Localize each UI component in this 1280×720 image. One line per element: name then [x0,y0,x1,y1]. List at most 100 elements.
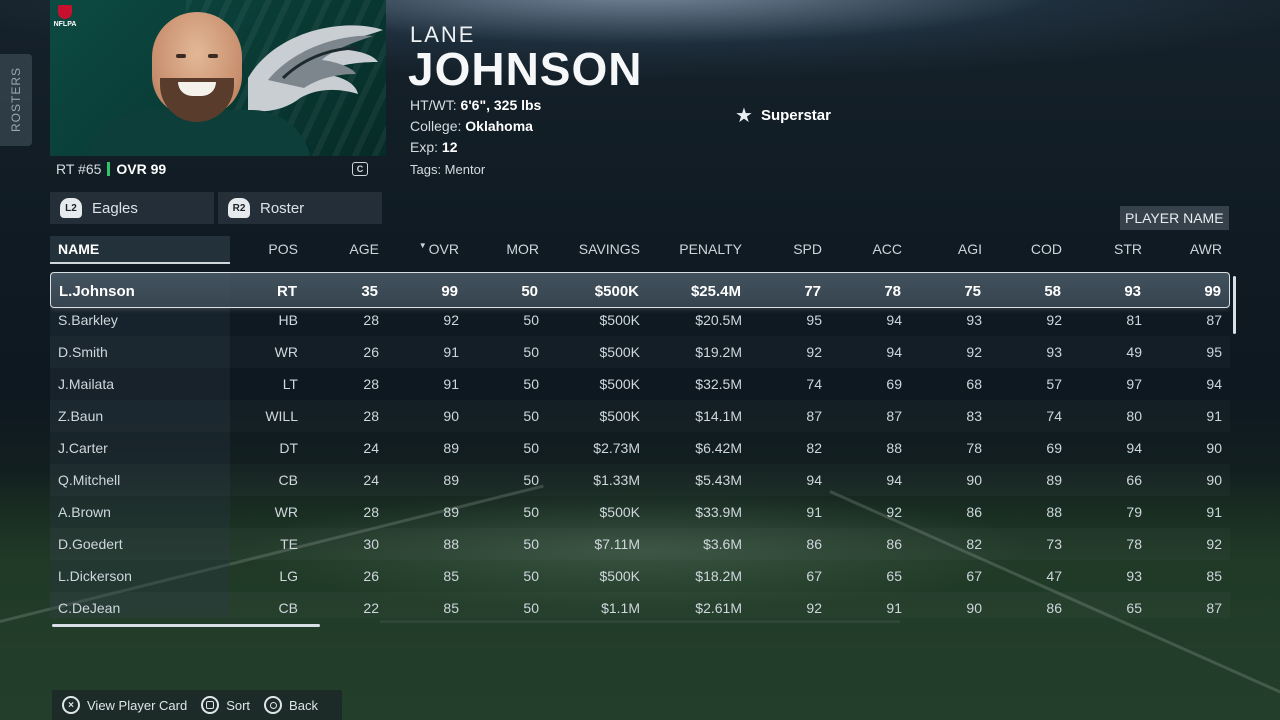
column-header-ovr[interactable]: ▼ OVR [418,241,459,257]
cell-awr: 87 [1206,600,1222,616]
column-header-cod[interactable]: COD [1030,241,1062,257]
table-row[interactable]: A.Brown WR 28 89 50 $500K $33.9M 91 92 86 88 79 91 [50,496,1230,528]
cell-str: 49 [1126,344,1142,360]
cell-mor: 50 [523,504,539,520]
cell-agi: 93 [966,312,982,328]
column-header-acc[interactable]: ACC [872,241,902,257]
cell-awr: 91 [1206,504,1222,520]
roster-table-body: L.Johnson RT 35 99 50 $500K $25.4M 77 78 75 58 93 99… [50,272,1230,618]
column-header-pos[interactable]: POS [268,241,298,257]
cell-age: 30 [363,536,379,552]
cell-awr: 95 [1206,344,1222,360]
cell-str: 81 [1126,312,1142,328]
table-row[interactable]: D.Goedert TE 30 88 50 $7.11M $3.6M 86 86 82 73 78 92 [50,528,1230,560]
rosters-side-tab[interactable]: ROSTERS [0,54,32,146]
cell-agi: 82 [966,536,982,552]
table-row[interactable]: J.Carter DT 24 89 50 $2.73M $6.42M 82 88 78 69 94 90 [50,432,1230,464]
sort-descending-icon: ▼ [418,241,427,250]
cell-str: 80 [1126,408,1142,424]
hint-sort[interactable]: Sort [201,696,250,714]
cell-savings: $500K [599,504,640,520]
captain-icon: C [352,162,368,176]
column-header-name[interactable]: NAME [50,236,230,264]
table-row-selected[interactable]: L.Johnson RT 35 99 50 $500K $25.4M 77 78 75 58 93 99 [50,272,1230,308]
table-row[interactable]: C.DeJean CB 22 85 50 $1.1M $2.61M 92 91 90 86 65 87 [50,592,1230,618]
hint-back[interactable]: Back [264,696,318,714]
column-header-age[interactable]: AGE [349,241,379,257]
column-header-savings[interactable]: SAVINGS [578,241,640,257]
cell-cod: 93 [1046,344,1062,360]
cell-acc: 69 [886,376,902,392]
cell-name: C.DeJean [58,600,121,616]
team-selector[interactable]: L2 Eagles [50,192,214,224]
cell-acc: 92 [886,504,902,520]
cell-spd: 77 [804,283,821,300]
cell-name: Z.Baun [58,408,104,424]
cell-cod: 88 [1046,504,1062,520]
cell-ovr: 99 [441,283,458,300]
cell-name: D.Goedert [58,536,123,552]
square-button-icon [201,696,220,714]
cell-savings: $1.1M [601,600,640,616]
vertical-scrollbar[interactable] [1233,276,1236,334]
overall-rating: OVR 99 [116,161,167,177]
cell-spd: 95 [806,312,822,328]
cell-acc: 91 [886,600,902,616]
cell-age: 24 [363,472,379,488]
player-last-name: JOHNSON [408,43,643,95]
column-header-str[interactable]: STR [1114,241,1142,257]
cell-savings: $2.73M [593,440,640,456]
table-row[interactable]: S.Barkley HB 28 92 50 $500K $20.5M 95 94 93 92 81 87 [50,304,1230,336]
cell-agi: 90 [966,472,982,488]
search-mode-chip[interactable]: PLAYER NAME [1120,206,1229,230]
cell-str: 93 [1124,283,1141,300]
cell-str: 79 [1126,504,1142,520]
cell-cod: 74 [1046,408,1062,424]
cell-agi: 92 [966,344,982,360]
cell-ovr: 85 [443,568,459,584]
hint-view-player-card[interactable]: × View Player Card [62,696,187,714]
column-header-agi[interactable]: AGI [957,241,982,257]
cell-age: 28 [363,504,379,520]
table-row[interactable]: Q.Mitchell CB 24 89 50 $1.33M $5.43M 94 94 90 89 66… [50,464,1230,496]
cell-pos: CB [278,472,298,488]
table-row[interactable]: Z.Baun WILL 28 90 50 $500K $14.1M 87 87 83 74 80 91 [50,400,1230,432]
cell-acc: 88 [886,440,902,456]
nflpa-logo: NFLPA [54,5,76,35]
team-selector-label: Eagles [92,199,138,217]
table-row[interactable]: L.Dickerson LG 26 85 50 $500K $18.2M 67 65 67 47 93… [50,560,1230,592]
cell-penalty: $6.42M [695,440,742,456]
cell-name: Q.Mitchell [58,472,121,488]
cell-str: 78 [1126,536,1142,552]
cell-mor: 50 [523,568,539,584]
cell-name: S.Barkley [58,312,118,328]
table-row[interactable]: J.Mailata LT 28 91 50 $500K $32.5M 74 69 68 57 97 94 [50,368,1230,400]
table-row[interactable]: D.Smith WR 26 91 50 $500K $19.2M 92 94 92 93 49 95 [50,336,1230,368]
cell-ovr: 91 [443,344,459,360]
column-header-awr[interactable]: AWR [1189,241,1222,257]
cell-spd: 86 [806,536,822,552]
cell-age: 26 [363,344,379,360]
cell-agi: 68 [966,376,982,392]
cell-age: 26 [363,568,379,584]
ovr-indicator-bar [107,162,111,176]
r2-button-icon: R2 [228,198,250,218]
cell-name: D.Smith [58,344,108,360]
player-card-portrait [50,0,386,156]
cell-penalty: $32.5M [695,376,742,392]
player-college: College: Oklahoma [410,118,533,134]
cell-mor: 50 [523,408,539,424]
column-header-penalty[interactable]: PENALTY [679,241,742,257]
cell-savings: $500K [594,283,639,300]
horizontal-scrollbar[interactable] [52,624,320,627]
cell-pos: DT [279,440,298,456]
column-header-spd[interactable]: SPD [793,241,822,257]
cell-mor: 50 [523,440,539,456]
cell-acc: 94 [886,472,902,488]
column-header-mor[interactable]: MOR [506,241,539,257]
view-selector[interactable]: R2 Roster [218,192,382,224]
cell-cod: 73 [1046,536,1062,552]
cell-spd: 67 [806,568,822,584]
player-height-weight: HT/WT: 6'6", 325 lbs [410,97,542,113]
cell-penalty: $3.6M [703,536,742,552]
